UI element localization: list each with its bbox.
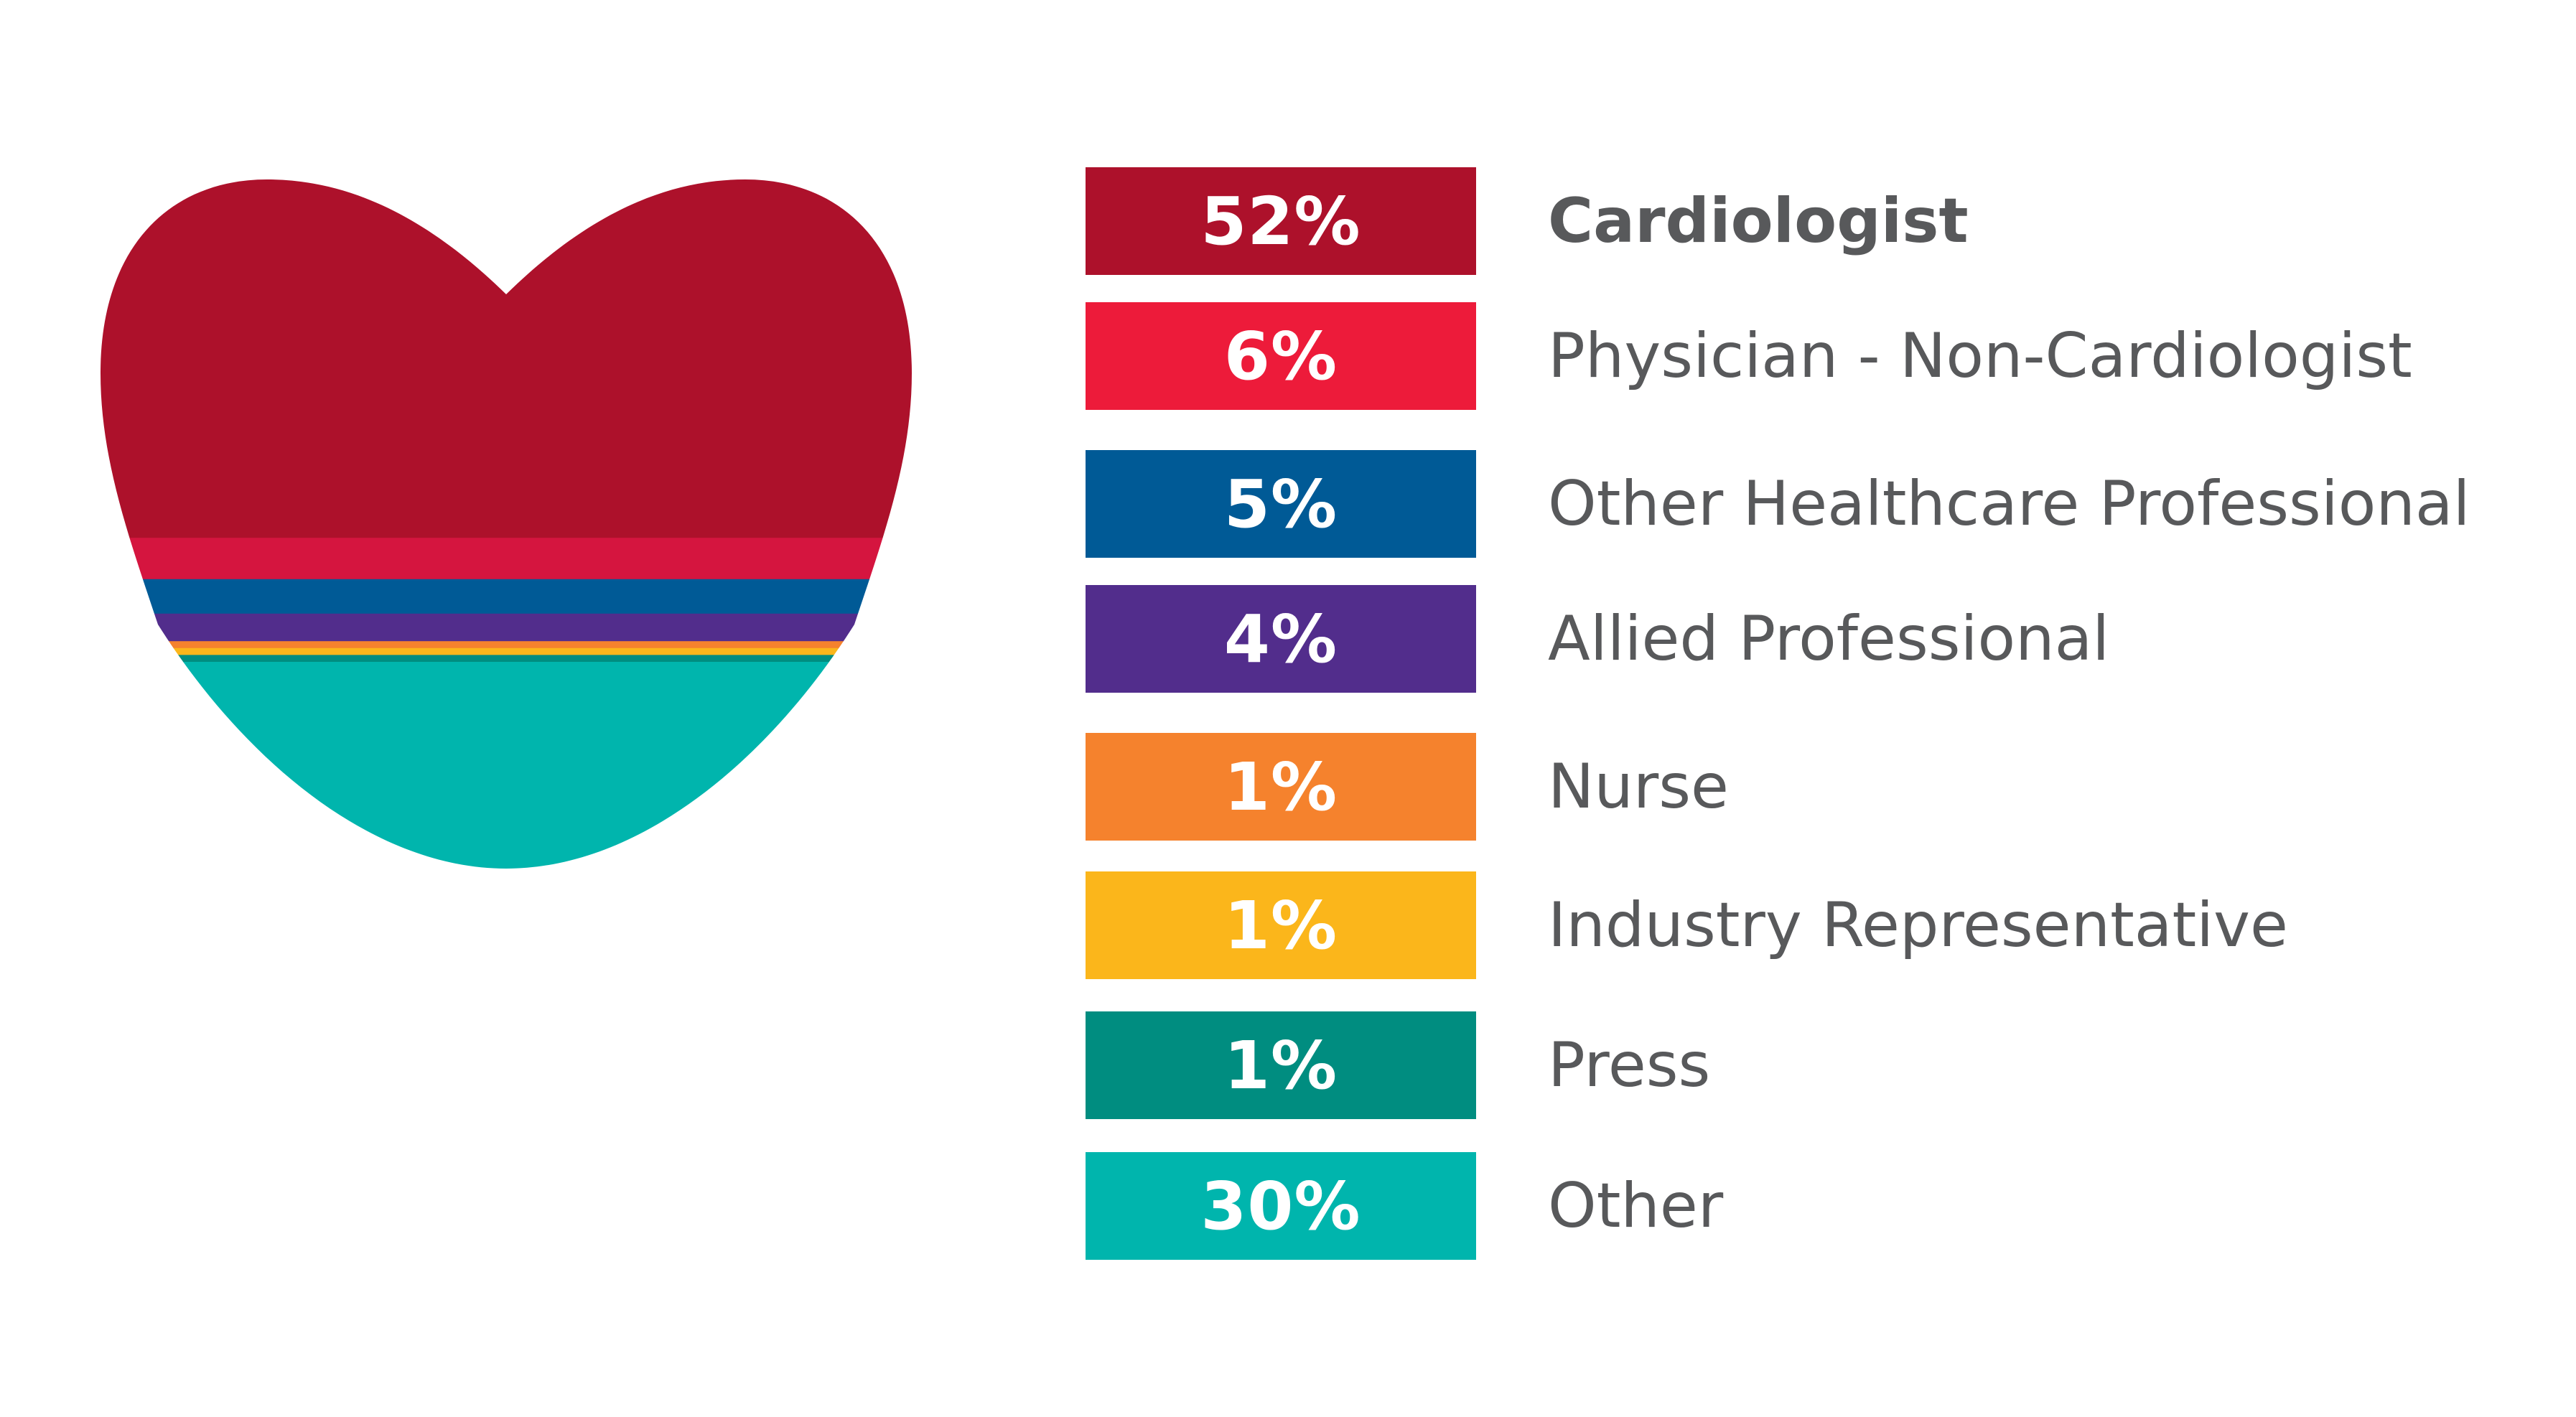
category-label: Other [1548, 1170, 1724, 1242]
heart-band-industry-representative [101, 647, 912, 655]
percent-box: 5% [1086, 450, 1476, 558]
category-label: Allied Professional [1548, 603, 2110, 675]
heart-band-press [101, 655, 912, 663]
heart-band-other-healthcare-professional [101, 579, 912, 614]
heart-band-physician-non-cardiologist [101, 538, 912, 580]
percent-box: 52% [1086, 167, 1476, 275]
heart-band-allied-professional [101, 613, 912, 642]
percent-box: 1% [1086, 871, 1476, 979]
percent-box: 1% [1086, 733, 1476, 841]
percent-box: 1% [1086, 1011, 1476, 1119]
category-label: Press [1548, 1029, 1711, 1101]
percent-box: 30% [1086, 1152, 1476, 1260]
category-label: Cardiologist [1548, 185, 1969, 257]
category-label: Other Healthcare Professional [1548, 468, 2470, 540]
heart-band-nurse [101, 641, 912, 649]
percent-box: 6% [1086, 302, 1476, 410]
category-label: Industry Representative [1548, 889, 2288, 961]
category-label: Nurse [1548, 751, 1729, 823]
percent-box: 4% [1086, 585, 1476, 693]
category-label: Physician - Non-Cardiologist [1548, 320, 2412, 392]
